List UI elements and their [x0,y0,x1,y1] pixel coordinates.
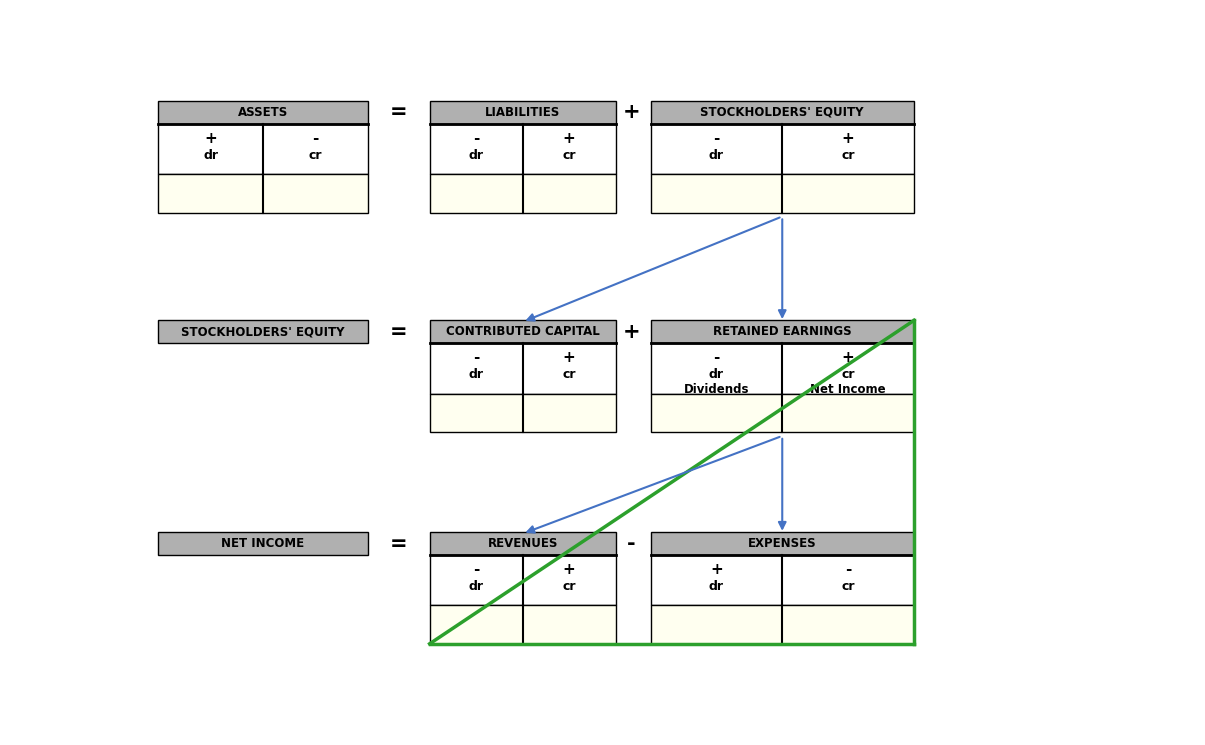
Text: -: - [472,562,480,577]
Text: +: + [842,350,854,365]
Text: +: + [563,350,576,365]
Text: cr: cr [308,148,322,162]
Text: cr: cr [563,580,576,593]
Text: CONTRIBUTED CAPITAL: CONTRIBUTED CAPITAL [446,326,600,338]
Text: +: + [710,562,723,577]
Text: dr: dr [709,148,724,162]
Text: NET INCOME: NET INCOME [222,537,305,551]
Bar [651,605,915,644]
Bar [651,124,915,174]
Text: LIABILITIES: LIABILITIES [484,106,560,119]
Text: dr: dr [204,148,218,162]
Text: cr: cr [563,148,576,162]
Text: =: = [389,103,407,122]
Text: +: + [205,130,217,145]
Text: REVENUES: REVENUES [488,537,558,551]
Bar [651,343,915,393]
Text: RETAINED EARNINGS: RETAINED EARNINGS [713,326,852,338]
Bar [651,393,915,432]
Bar [430,343,616,393]
Text: dr: dr [709,368,724,381]
Text: dr: dr [709,580,724,593]
Bar [651,320,915,343]
Text: dr: dr [469,580,483,593]
Bar [430,101,616,124]
Text: cr: cr [841,148,854,162]
Text: +: + [563,130,576,145]
Bar [651,555,915,605]
Bar [430,124,616,174]
Text: EXPENSES: EXPENSES [748,537,817,551]
Bar [651,174,915,212]
Text: dr: dr [469,368,483,381]
Text: -: - [312,130,318,145]
Text: cr: cr [841,368,854,381]
Bar [158,174,368,212]
Text: =: = [389,322,407,342]
Bar [430,320,616,343]
Bar [158,124,368,174]
Bar [430,174,616,212]
Text: -: - [627,533,635,554]
Text: +: + [622,322,640,342]
Text: STOCKHOLDERS' EQUITY: STOCKHOLDERS' EQUITY [181,326,345,338]
Bar [651,101,915,124]
Bar [158,101,368,124]
Text: -: - [713,350,719,365]
Bar [158,320,368,343]
Text: +: + [563,562,576,577]
Text: cr: cr [563,368,576,381]
Bar [651,532,915,555]
Text: -: - [845,562,851,577]
Text: -: - [472,350,480,365]
Text: Dividends: Dividends [683,383,750,396]
Text: Net Income: Net Income [810,383,886,396]
Text: STOCKHOLDERS' EQUITY: STOCKHOLDERS' EQUITY [700,106,864,119]
Bar [430,605,616,644]
Text: cr: cr [841,580,854,593]
Text: +: + [842,130,854,145]
Text: =: = [389,533,407,554]
Text: ASSETS: ASSETS [237,106,288,119]
Bar [430,555,616,605]
Text: +: + [622,103,640,122]
Text: -: - [472,130,480,145]
Bar [430,393,616,432]
Bar [430,532,616,555]
Text: -: - [713,130,719,145]
Text: dr: dr [469,148,483,162]
Bar [158,532,368,555]
